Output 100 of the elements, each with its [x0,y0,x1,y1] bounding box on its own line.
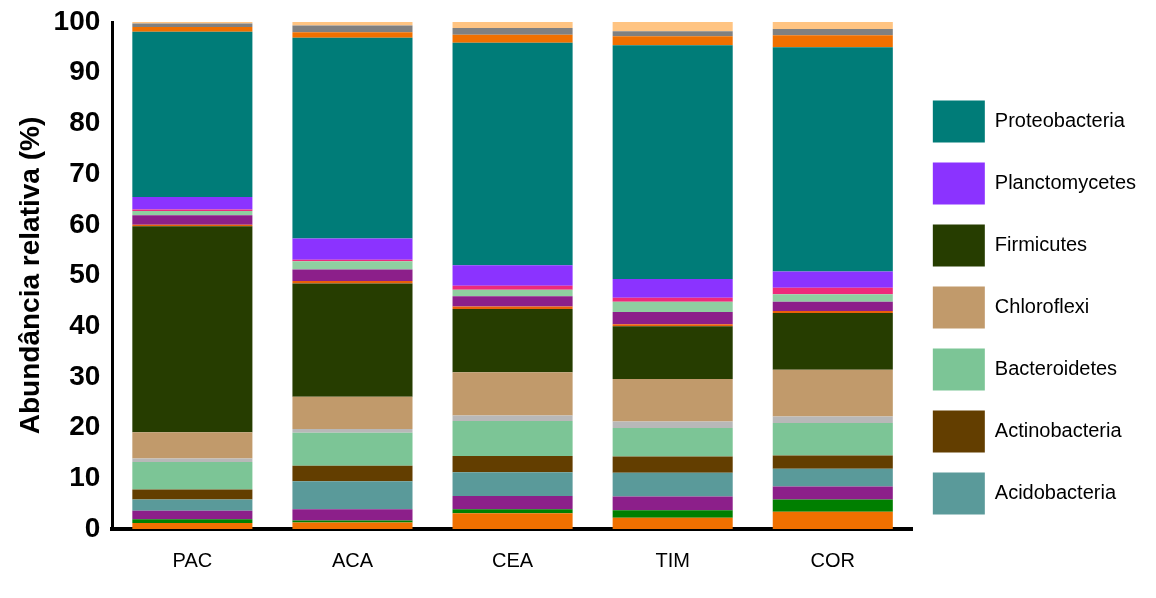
bar [772,455,893,469]
bar [772,287,893,295]
bar [452,421,573,456]
bar [292,25,413,33]
bar [612,517,733,529]
bar [292,22,413,26]
bar [612,279,733,298]
bar [612,297,733,302]
bar [772,369,893,417]
bar [452,372,573,416]
bar [612,36,733,46]
legend-label: Firmicutes [994,233,1088,256]
bar [772,35,893,48]
bar [132,211,253,216]
bar [452,289,573,297]
bar [452,285,573,290]
bar [772,271,893,288]
bar [452,513,573,529]
bar [772,423,893,456]
bar [612,31,733,37]
x-tick-label: TIM [655,548,690,571]
bar [292,261,413,270]
y-tick-label: 20 [69,410,101,442]
bar [132,519,253,523]
y-tick-label: 40 [69,308,101,340]
bar [132,462,253,490]
bar [772,310,893,314]
bar [772,486,893,500]
bar [452,42,573,266]
y-tick-label: 100 [53,4,101,36]
y-tick-label: 60 [69,207,101,239]
legend-label: Planctomycetes [994,171,1136,194]
bar [452,415,573,422]
bar [772,313,893,370]
bar [772,294,893,302]
legend-label: Acidobacteria [994,481,1117,504]
bar [132,215,253,225]
bar [612,22,733,32]
bar [132,226,253,433]
bar [452,455,573,473]
bar [132,196,253,210]
legend-label: Proteobacteria [994,109,1126,132]
y-tick-label: 50 [69,258,101,290]
bar [452,28,573,35]
bar [132,27,253,32]
bar [292,429,413,433]
bar [292,281,413,284]
bar [772,29,893,36]
x-tick-label: ACA [331,548,374,571]
bar [772,22,893,30]
bar [612,312,733,325]
bar [132,522,253,529]
bar [612,421,733,429]
bar [772,468,893,487]
bar [612,472,733,497]
bar [292,520,413,523]
legend-label: Bacteroidetes [994,357,1118,380]
y-tick-label: 0 [84,511,101,543]
bar [132,489,253,500]
bar [292,509,413,521]
bar [292,283,413,397]
bar [292,432,413,466]
bar [772,47,893,272]
bar [772,301,893,311]
legend-label: Actinobacteria [994,419,1123,442]
x-tick-label: CEA [492,548,534,571]
bar [612,378,733,422]
bar [772,511,893,529]
bar [452,308,573,373]
bar [772,499,893,512]
bar [612,510,733,518]
bar [612,326,733,379]
y-tick-label: 10 [69,461,101,493]
bar [292,481,413,510]
bar [452,265,573,286]
bar [452,509,573,514]
bar [292,238,413,260]
bar [452,22,573,29]
x-tick-label: PAC [172,548,213,571]
bar [612,456,733,473]
bar [452,306,573,309]
y-tick-label: 70 [69,156,101,188]
bar [612,45,733,280]
y-axis-title: Abundância relativa (%) [13,116,45,435]
bar [132,432,253,459]
bar [452,296,573,307]
bar [132,499,253,511]
bar [132,510,253,520]
bar [292,32,413,38]
bar [612,428,733,457]
y-tick-label: 80 [69,106,101,138]
y-tick-label: 30 [69,359,101,391]
bar [612,301,733,312]
bar [292,269,413,282]
bar [612,324,733,327]
y-tick-label: 90 [69,55,101,87]
bar [292,396,413,430]
x-tick-label: COR [810,548,855,571]
legend-label: Chloroflexi [994,295,1090,318]
bar [292,465,413,482]
